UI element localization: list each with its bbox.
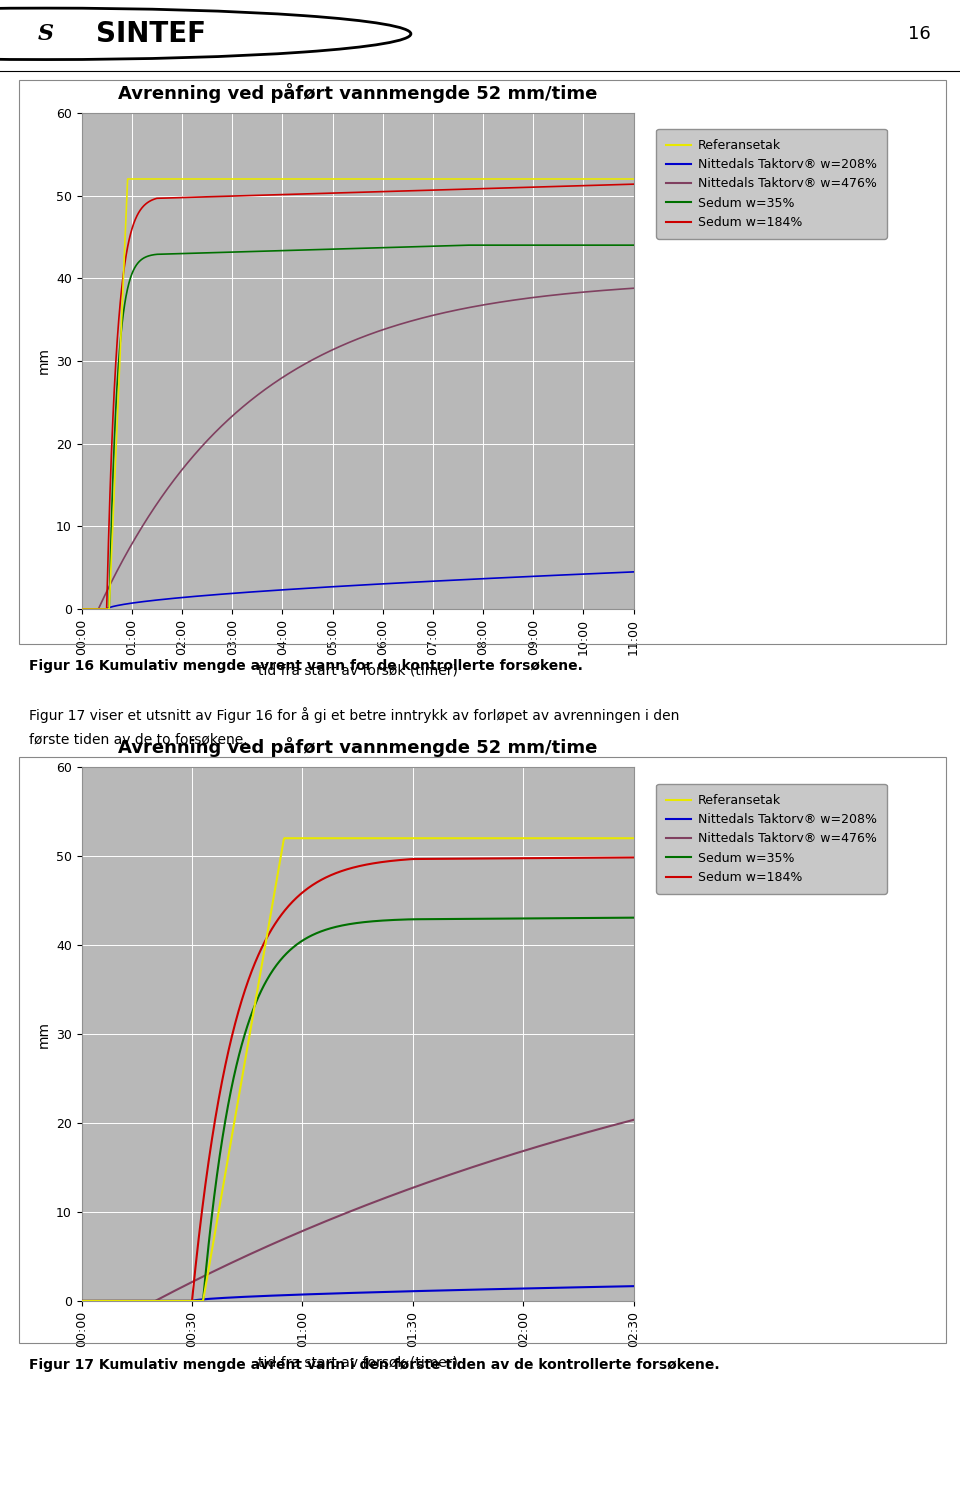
Text: Figur 17 Kumulativ mengde avrent vann i den første tiden av de kontrollerte fors: Figur 17 Kumulativ mengde avrent vann i … [29, 1358, 719, 1372]
Legend: Referansetak, Nittedals Taktorv® w=208%, Nittedals Taktorv® w=476%, Sedum w=35%,: Referansetak, Nittedals Taktorv® w=208%,… [657, 784, 887, 893]
X-axis label: tid fra start av forsøk (timer): tid fra start av forsøk (timer) [257, 663, 458, 677]
Y-axis label: mm: mm [36, 347, 50, 374]
Text: 16: 16 [908, 26, 931, 42]
Text: Figur 16 Kumulativ mengde avrent vann for de kontrollerte forsøkene.: Figur 16 Kumulativ mengde avrent vann fo… [29, 659, 583, 672]
Title: Avrenning ved påført vannmengde 52 mm/time: Avrenning ved påført vannmengde 52 mm/ti… [118, 83, 597, 102]
Text: SINTEF: SINTEF [96, 20, 206, 48]
Text: Figur 17 viser et utsnitt av Figur 16 for å gi et betre inntrykk av forløpet av : Figur 17 viser et utsnitt av Figur 16 fo… [29, 707, 679, 723]
Legend: Referansetak, Nittedals Taktorv® w=208%, Nittedals Taktorv® w=476%, Sedum w=35%,: Referansetak, Nittedals Taktorv® w=208%,… [657, 129, 887, 239]
Text: første tiden av de to forsøkene.: første tiden av de to forsøkene. [29, 732, 248, 746]
Y-axis label: mm: mm [36, 1021, 50, 1047]
Title: Avrenning ved påført vannmengde 52 mm/time: Avrenning ved påført vannmengde 52 mm/ti… [118, 737, 597, 757]
X-axis label: tid fra start av forsøk (timer): tid fra start av forsøk (timer) [257, 1355, 458, 1369]
Text: S: S [38, 23, 54, 45]
